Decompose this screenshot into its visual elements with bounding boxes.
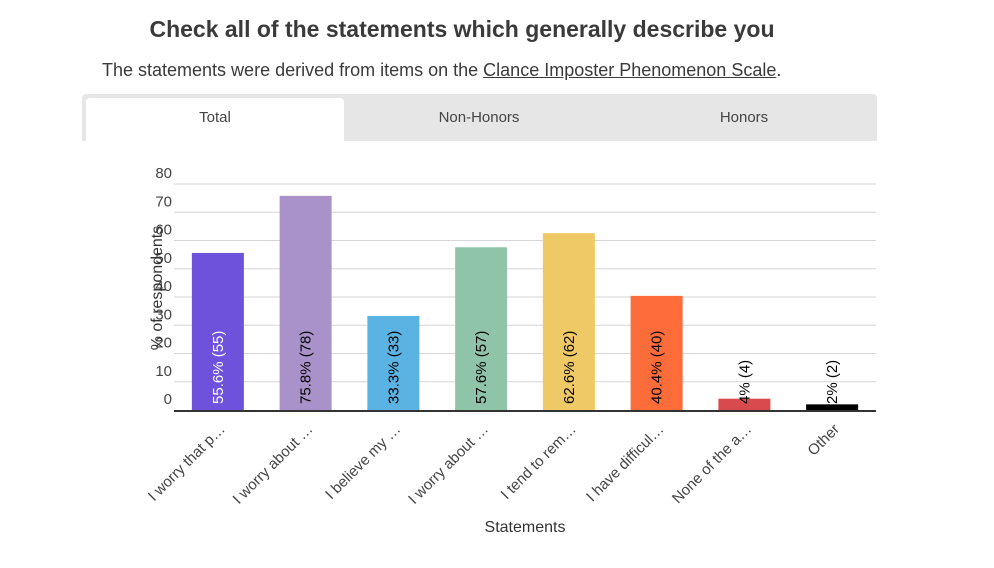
data-label: 75.8% (78) bbox=[298, 331, 315, 404]
data-label: 62.6% (62) bbox=[561, 331, 578, 404]
bar bbox=[279, 195, 332, 410]
chart-title: Check all of the statements which genera… bbox=[149, 16, 775, 42]
subtitle-prefix: The statements were derived from items o… bbox=[102, 60, 484, 80]
chart-subtitle: The statements were derived from items o… bbox=[102, 60, 781, 81]
bar bbox=[806, 404, 859, 410]
y-tick-label: 10 bbox=[155, 363, 172, 380]
data-label: 55.6% (55) bbox=[210, 331, 227, 404]
x-tick-label: I believe my … bbox=[322, 421, 404, 503]
bar bbox=[191, 252, 244, 410]
subtitle-suffix: . bbox=[776, 60, 782, 80]
x-tick-label: I worry that p… bbox=[145, 421, 229, 505]
data-label: 57.6% (57) bbox=[473, 331, 490, 404]
tab-honors[interactable]: Honors bbox=[719, 109, 769, 126]
y-tick-label: 30 bbox=[155, 306, 172, 323]
bar bbox=[367, 315, 420, 410]
data-label: 2% (2) bbox=[824, 360, 841, 404]
y-axis-label: % of respondents bbox=[149, 226, 166, 351]
bar bbox=[455, 247, 508, 410]
x-tick-label: I worry about … bbox=[405, 421, 492, 508]
y-tick-label: 50 bbox=[155, 250, 172, 267]
y-tick-label: 40 bbox=[155, 278, 172, 295]
tab-bar: Total Non-Honors Honors bbox=[82, 94, 877, 141]
y-tick-label: 80 bbox=[155, 165, 172, 182]
bar bbox=[630, 295, 683, 410]
tab-non-honors[interactable]: Non-Honors bbox=[438, 109, 520, 126]
data-label: 33.3% (33) bbox=[385, 331, 402, 404]
x-tick-label: Other bbox=[804, 421, 843, 460]
x-tick-label: None of the a… bbox=[669, 421, 755, 507]
x-tick-label: I have difficul… bbox=[583, 421, 667, 505]
y-tick-label: 70 bbox=[155, 193, 172, 210]
data-label: 40.4% (40) bbox=[649, 331, 666, 404]
x-tick-label: I tend to rem… bbox=[498, 421, 580, 503]
bar bbox=[718, 398, 771, 410]
x-tick-label: I worry about … bbox=[230, 421, 317, 508]
y-tick-label: 60 bbox=[155, 222, 172, 239]
y-tick-label: 0 bbox=[164, 391, 172, 408]
data-label: 4% (4) bbox=[736, 360, 753, 404]
scale-link[interactable]: Clance Imposter Phenomenon Scale bbox=[483, 60, 777, 80]
x-axis-label: Statements bbox=[485, 519, 566, 536]
bar bbox=[542, 233, 595, 410]
y-tick-label: 20 bbox=[155, 335, 172, 352]
tab-total[interactable]: Total bbox=[86, 98, 344, 141]
